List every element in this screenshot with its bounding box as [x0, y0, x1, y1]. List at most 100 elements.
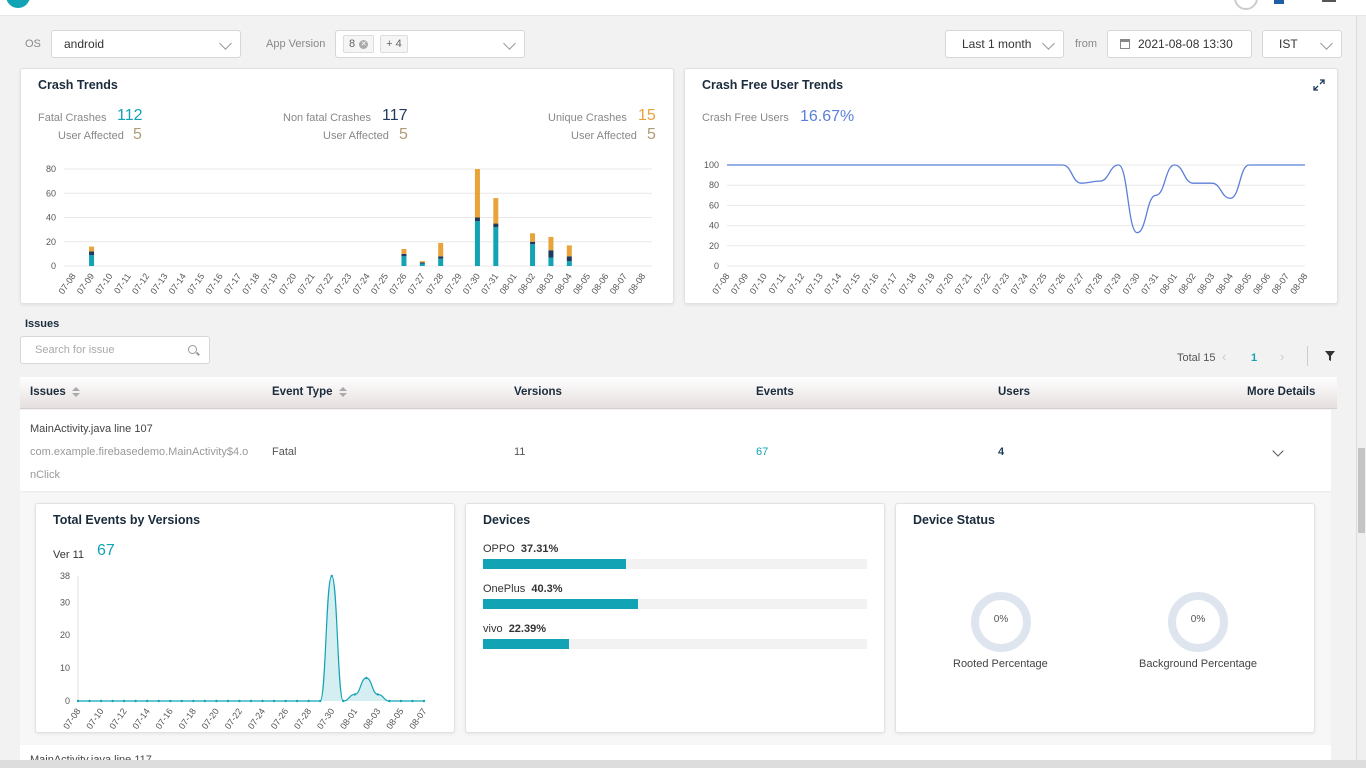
- total-count: Total 15: [1177, 352, 1216, 364]
- y-tick-label: 60: [709, 200, 719, 210]
- y-tick-label: 20: [60, 630, 70, 640]
- bar-segment: [548, 236, 554, 251]
- data-point: [330, 574, 333, 578]
- apps-icon[interactable]: [1274, 0, 1284, 4]
- os-label: OS: [25, 38, 41, 50]
- expand-icon[interactable]: [1313, 79, 1325, 91]
- sort-icon[interactable]: [71, 386, 80, 397]
- prev-page-icon[interactable]: ‹: [1222, 349, 1227, 364]
- data-point: [169, 699, 172, 703]
- data-point: [203, 699, 207, 703]
- scrollbar-thumb[interactable]: [1358, 448, 1365, 533]
- col-more-details: More Details: [1247, 386, 1316, 398]
- data-point: [146, 699, 149, 703]
- bar-segment: [401, 253, 407, 257]
- bar-segment: [438, 258, 444, 266]
- app-version-tag-label: 8: [349, 38, 356, 50]
- app-logo[interactable]: [6, 0, 30, 8]
- app-version-select[interactable]: 8 ✕ + 4: [335, 30, 525, 58]
- app-version-label: App Version: [266, 38, 326, 50]
- sort-icon[interactable]: [338, 386, 347, 397]
- bar-segment: [419, 261, 425, 263]
- crash-trends-card: Crash Trends Fatal Crashes 112 User Affe…: [20, 68, 674, 304]
- bottom-scrollbar[interactable]: [0, 760, 1366, 768]
- x-tick-label: 07-17: [878, 271, 899, 296]
- search-input[interactable]: Search for issue: [20, 336, 210, 364]
- y-tick-label: 20: [709, 241, 719, 251]
- device-vivo-name: vivo: [483, 623, 503, 635]
- nonfatal-user-affected-value: 5: [399, 126, 408, 143]
- events-value: 67: [756, 446, 769, 458]
- next-page-icon[interactable]: ›: [1280, 349, 1285, 364]
- bar-segment: [438, 256, 444, 259]
- bar-segment: [474, 221, 480, 266]
- x-tick-label: 07-10: [84, 706, 105, 731]
- crash-trends-title: Crash Trends: [38, 78, 118, 92]
- y-tick-label: 0: [65, 696, 70, 706]
- device-vivo-bar-fill: [483, 639, 569, 649]
- col-issues[interactable]: Issues: [30, 386, 80, 398]
- from-date-input[interactable]: 2021-08-08 13:30: [1107, 30, 1252, 58]
- remove-tag-icon[interactable]: ✕: [359, 39, 369, 49]
- unique-user-affected-label: User Affected: [571, 130, 637, 142]
- range-select[interactable]: Last 1 month: [945, 30, 1064, 58]
- timezone-select[interactable]: IST: [1262, 30, 1342, 58]
- bar-segment: [474, 217, 480, 222]
- data-point: [76, 699, 80, 703]
- events-by-version-card: Total Events by Versions Ver 11 67 0 10 20…: [35, 503, 455, 733]
- filter-icon[interactable]: [1325, 351, 1335, 361]
- col-event-type-label: Event Type: [272, 386, 333, 398]
- x-tick-label: 07-08: [61, 706, 82, 731]
- data-point: [422, 699, 426, 703]
- x-tick-label: 08-05: [384, 706, 405, 731]
- x-tick-label: 07-24: [246, 706, 267, 731]
- bar-segment: [89, 255, 95, 266]
- col-users: Users: [998, 386, 1030, 398]
- x-tick-label: 07-24: [350, 271, 371, 296]
- version-events-value: 67: [97, 542, 115, 559]
- user-avatar-icon[interactable]: [1234, 0, 1258, 10]
- x-tick-label: 07-15: [185, 271, 206, 296]
- device-oppo-bar-fill: [483, 559, 627, 569]
- issues-table-header: Issues Event Type Versions Events Users …: [20, 377, 1337, 409]
- page-scrollbar[interactable]: [1356, 16, 1366, 768]
- table-row[interactable]: MainActivity.java line 107 com.example.f…: [20, 410, 1331, 492]
- events-area-line: [77, 575, 424, 702]
- top-bar: [0, 0, 1366, 16]
- os-select[interactable]: android: [51, 30, 241, 58]
- crash-free-users-label: Crash Free Users: [702, 112, 789, 124]
- expand-row-chevron-icon[interactable]: [1272, 445, 1284, 457]
- y-tick-label: 10: [60, 663, 70, 673]
- data-point: [376, 693, 380, 696]
- y-tick-label: 30: [60, 597, 70, 607]
- device-oppo-label: OPPO 37.31%: [483, 543, 558, 555]
- x-tick-label: 08-08: [1288, 271, 1309, 296]
- data-point: [261, 699, 264, 703]
- app-version-tag[interactable]: 8 ✕: [343, 35, 375, 53]
- search-icon[interactable]: [188, 345, 197, 354]
- x-tick-label: 07-10: [93, 271, 114, 296]
- bar-segment: [548, 257, 554, 266]
- data-point: [88, 699, 91, 703]
- events-area-fill: [78, 576, 424, 701]
- x-tick-label: 07-31: [1139, 271, 1160, 296]
- page-number[interactable]: 1: [1251, 352, 1258, 364]
- chevron-down-icon: [1042, 37, 1055, 50]
- crash-free-users-value: 16.67%: [800, 108, 855, 125]
- issue-title[interactable]: MainActivity.java line 107: [30, 423, 153, 435]
- menu-icon[interactable]: [1322, 0, 1336, 2]
- bar-segment: [566, 245, 572, 257]
- x-tick-label: 08-03: [534, 271, 555, 296]
- x-tick-label: 07-15: [841, 271, 862, 296]
- issue-details-panel: Total Events by Versions Ver 11 67 0 10 20…: [20, 493, 1331, 745]
- device-status-title: Device Status: [913, 513, 995, 527]
- x-tick-label: 07-20: [200, 706, 221, 731]
- x-tick-label: 07-18: [240, 271, 261, 296]
- nonfatal-crashes-label: Non fatal Crashes: [283, 112, 372, 124]
- data-point: [180, 699, 183, 703]
- device-vivo-label: vivo 22.39%: [483, 623, 546, 635]
- x-tick-label: 08-03: [1195, 271, 1216, 296]
- x-tick-label: 07-13: [148, 271, 169, 296]
- data-point: [134, 699, 137, 703]
- col-event-type[interactable]: Event Type: [272, 386, 347, 398]
